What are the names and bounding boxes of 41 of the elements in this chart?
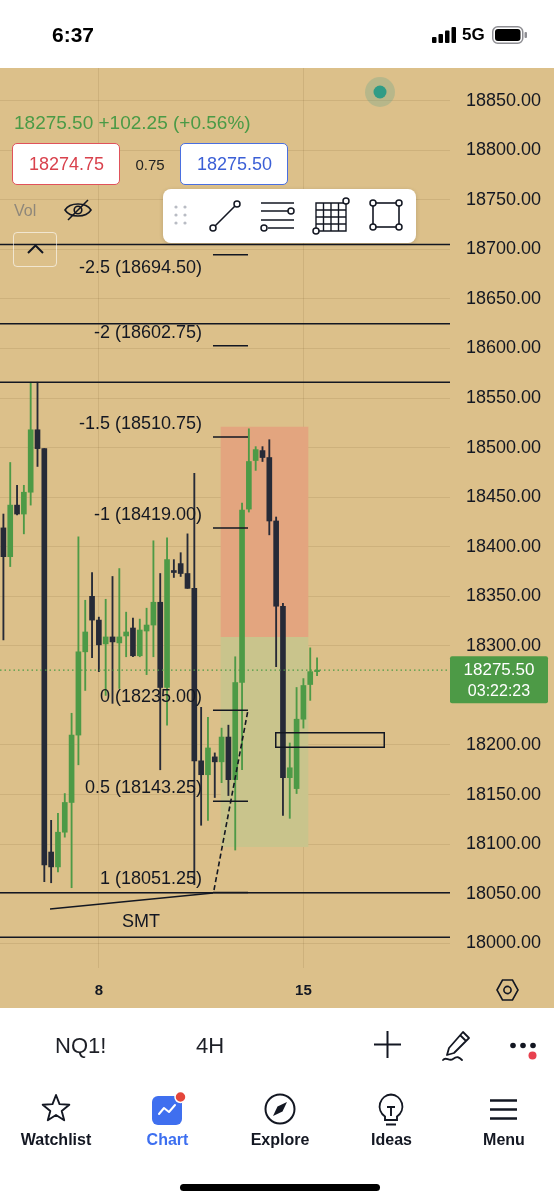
text: 4H [196, 1032, 225, 1060]
y-tick-label: 18000.00 [466, 932, 542, 953]
text: Ideas [371, 1130, 412, 1150]
x-tick-label: 8 [94, 981, 104, 999]
ref-line-label: -2 (18602.75) [93, 321, 202, 342]
y-tick-label: 18750.00 [466, 188, 542, 209]
y-tick-label: 18850.00 [466, 89, 542, 110]
y-tick-label: 18100.00 [466, 833, 542, 854]
text: 03:22:23 [467, 681, 531, 701]
y-tick-label: 18300.00 [466, 634, 542, 655]
y-tick-label: 18500.00 [466, 436, 542, 457]
annotation: Vol [14, 201, 37, 221]
ref-line-label: -2.5 (18694.50) [78, 256, 202, 277]
y-tick-label: 18200.00 [466, 733, 542, 754]
text: 5G [462, 24, 485, 46]
y-tick-label: 18400.00 [466, 535, 542, 556]
y-tick-label: 18600.00 [466, 337, 542, 358]
ref-line-label: 18275.50 [463, 659, 535, 679]
text: 18275.50 +102.25 (+0.56%) [14, 111, 251, 135]
y-tick-label: 18700.00 [466, 238, 542, 259]
y-tick-label: 18450.00 [466, 486, 542, 507]
candlestick [123, 611, 129, 658]
annotation: SMT [122, 911, 160, 933]
y-tick-label: 18350.00 [466, 585, 542, 606]
text: Menu [483, 1130, 525, 1150]
text: Chart [146, 1130, 189, 1150]
candlestick [211, 752, 218, 798]
ref-line-label: -1.5 (18510.75) [78, 412, 202, 433]
annotation: 18274.75 [28, 154, 105, 176]
text: Watchlist [20, 1130, 92, 1150]
text: Explore [250, 1130, 310, 1150]
annotation: 18275.50 [196, 154, 273, 176]
annotation: 0.75 [135, 156, 165, 174]
y-tick-label: 18150.00 [466, 783, 542, 804]
x-tick-label: 15 [295, 981, 312, 999]
text: 6:37 [52, 22, 95, 48]
y-tick-label: 18050.00 [466, 882, 542, 903]
y-tick-label: 18550.00 [466, 387, 542, 408]
y-tick-label: 18800.00 [466, 139, 542, 160]
text: NQ1! [55, 1032, 107, 1060]
y-tick-label: 18650.00 [466, 287, 542, 308]
